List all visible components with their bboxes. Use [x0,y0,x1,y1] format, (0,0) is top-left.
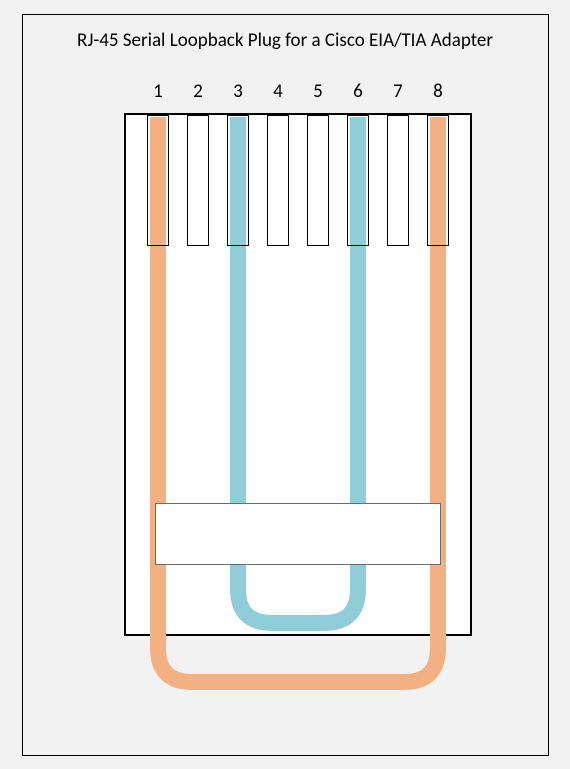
pin-slot-8 [427,115,449,246]
pin-slot-2 [187,115,209,246]
pin-slot-6 [347,115,369,246]
plug-clip [155,503,441,565]
pin-slot-1 [147,115,169,246]
pin-slot-3 [227,115,249,246]
pin-slot-7 [387,115,409,246]
pin-slot-5 [307,115,329,246]
pin-slot-4 [267,115,289,246]
diagram-canvas: RJ-45 Serial Loopback Plug for a Cisco E… [0,0,570,769]
